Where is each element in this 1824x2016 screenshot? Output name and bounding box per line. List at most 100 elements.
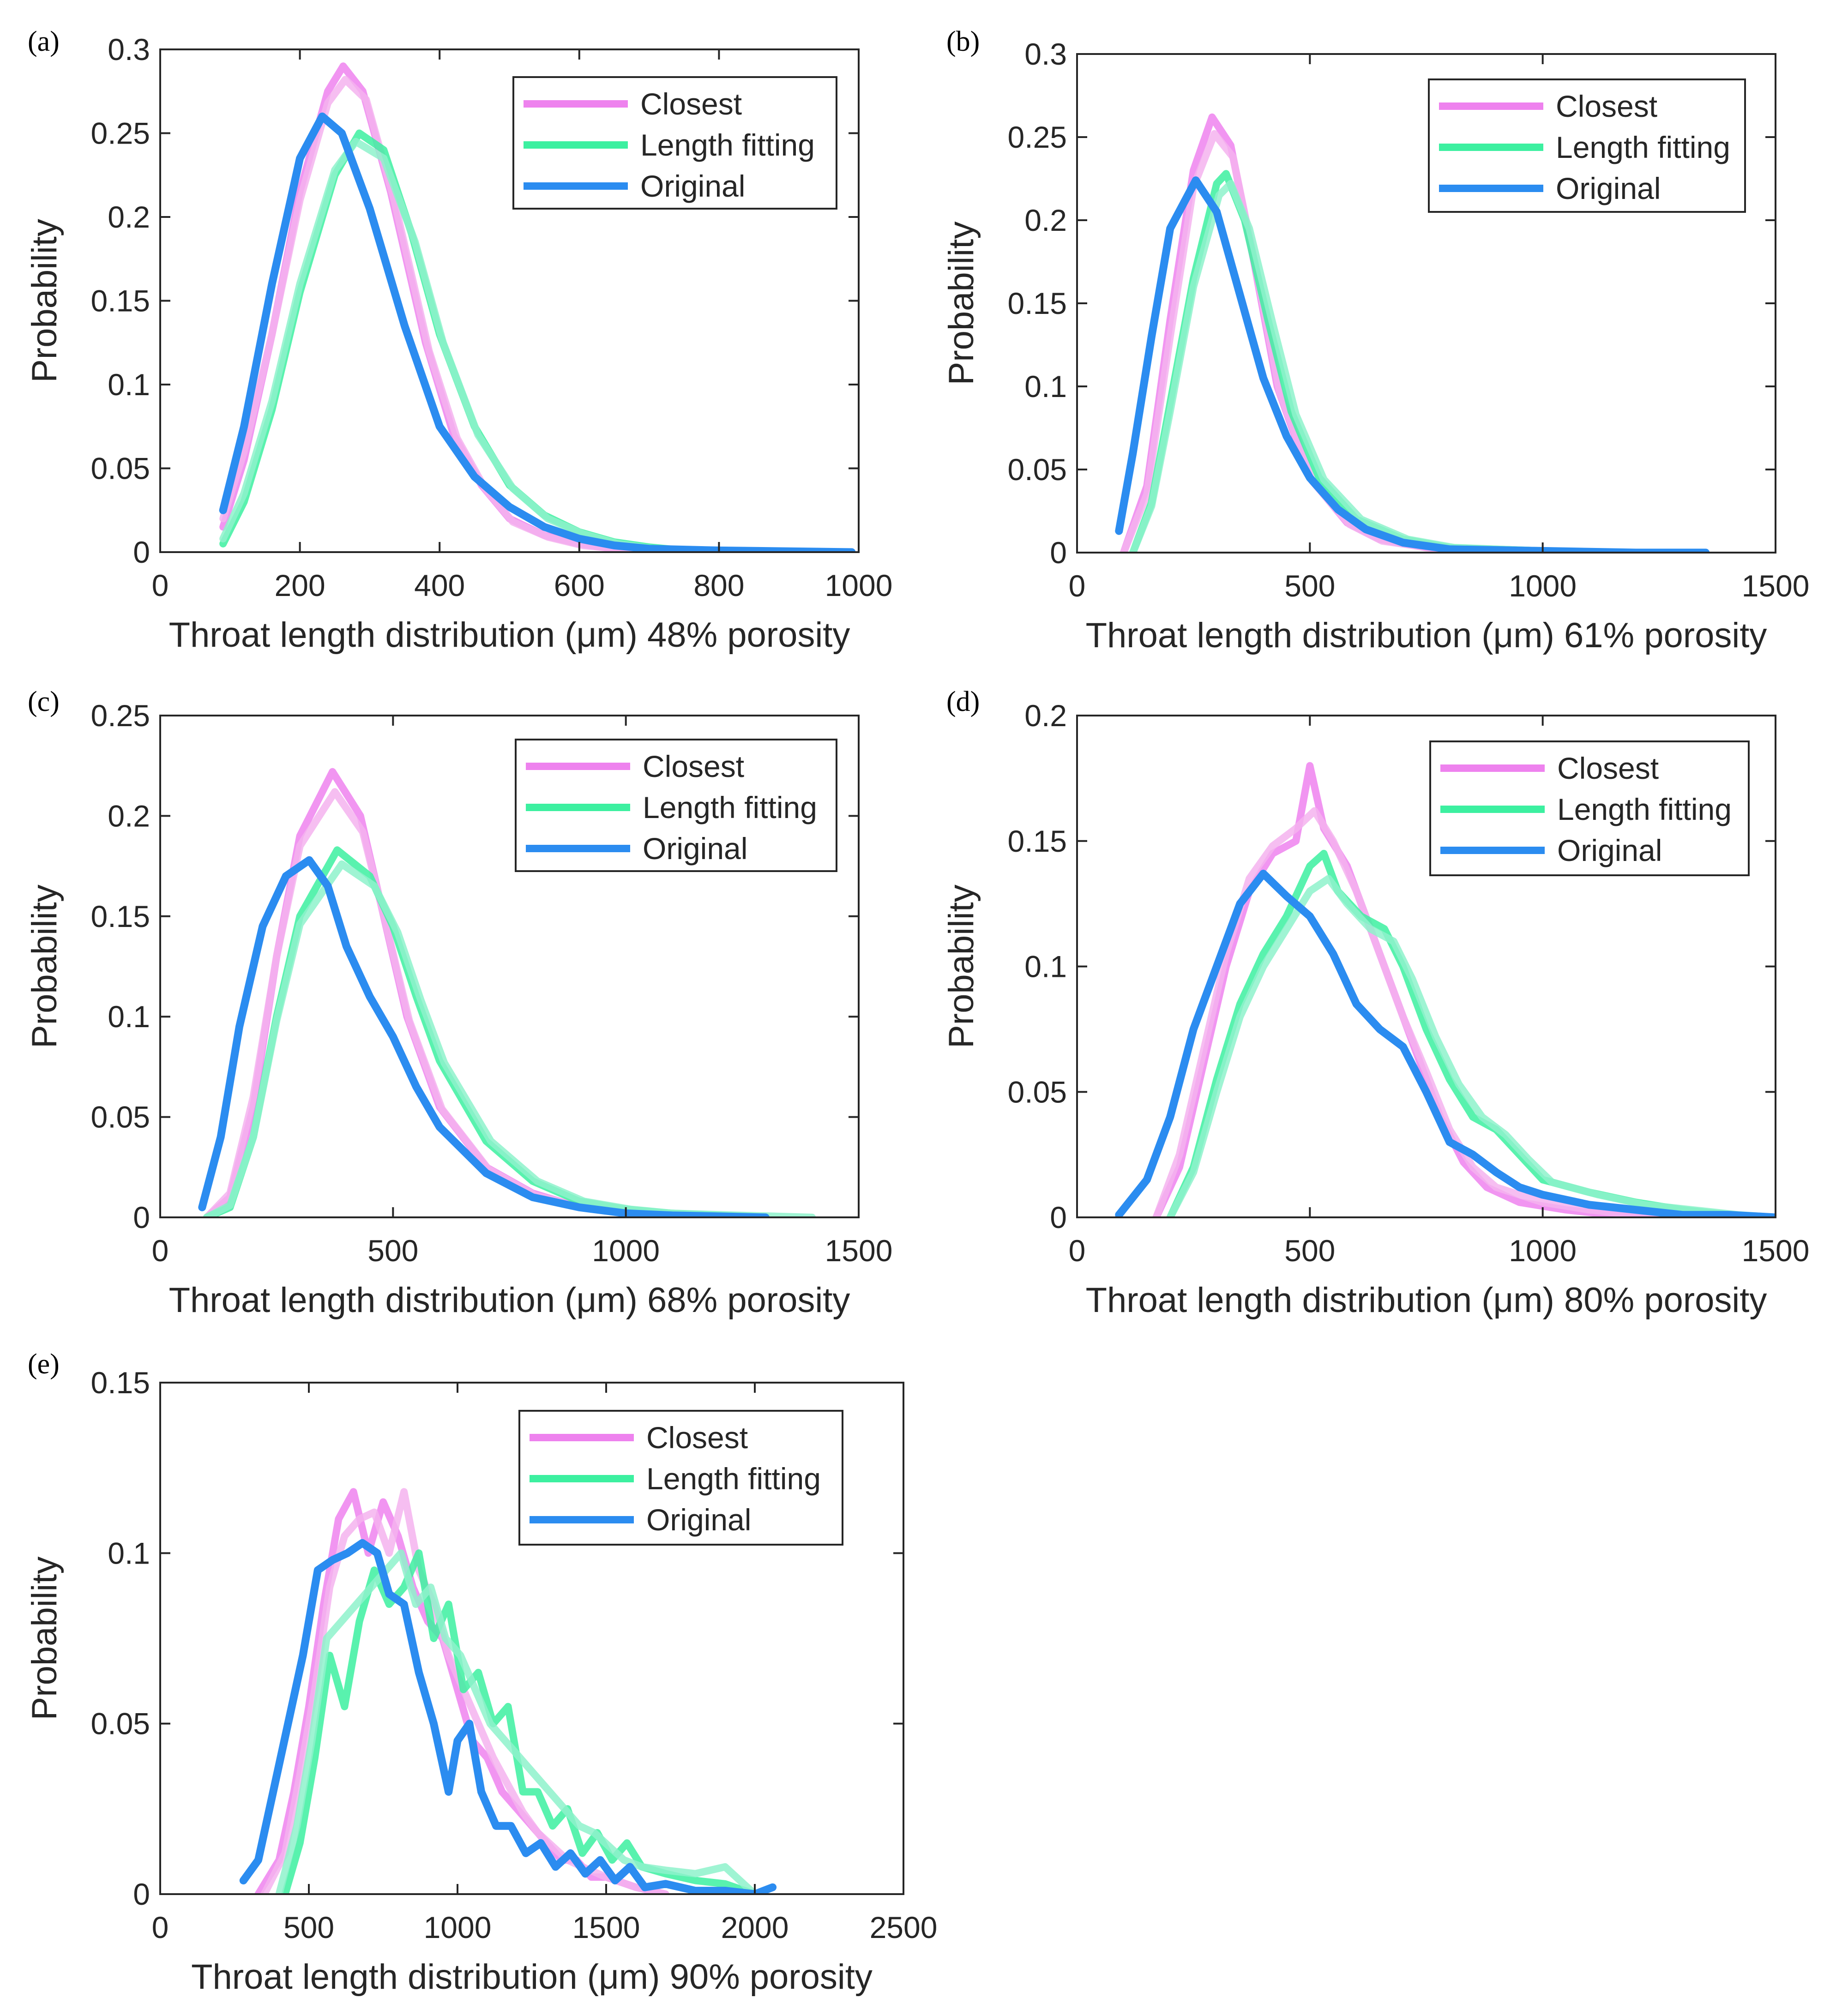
- x-tick-label: 500: [1284, 1234, 1335, 1268]
- x-tick-label: 500: [283, 1910, 334, 1944]
- chart-panel-c: (c) 0 500 1000 1500 0 0.05 0.1 0.15 0.2 0.25 Throat…: [25, 686, 892, 1320]
- chart-panel-b: (b) 0 500 1000 1500 0 0.05 0.1 0.15 0.2 0.25 0.3 Thr…: [942, 26, 1809, 655]
- legend: Closest Length fitting Original: [515, 739, 837, 872]
- y-axis-label: Probability: [942, 222, 981, 385]
- x-tick-label: 1000: [1509, 1234, 1577, 1268]
- x-tick-label: 1000: [424, 1910, 492, 1944]
- x-tick-label: 2500: [870, 1910, 938, 1944]
- x-axis-label: Throat length distribution (μm) 90% poro…: [191, 1957, 873, 1997]
- x-axis-label: Throat length distribution (μm) 80% poro…: [1086, 1281, 1767, 1320]
- legend-label: Length fitting: [643, 790, 817, 824]
- legend-label: Closest: [646, 1420, 748, 1455]
- x-tick-label: 1500: [825, 1234, 893, 1268]
- x-tick-label: 500: [1284, 569, 1335, 603]
- legend: Closest Length fitting Original: [518, 1410, 843, 1546]
- y-tick-label: 0: [133, 535, 150, 569]
- y-tick-label: 0: [1050, 1200, 1067, 1234]
- x-tick-label: 600: [554, 568, 605, 602]
- series-line-length-fitting-variant: [1166, 875, 1776, 1217]
- series-group: [1115, 762, 1776, 1217]
- panel-label: (a): [28, 26, 60, 57]
- y-tick-label: 0.15: [91, 1366, 150, 1400]
- x-axis-label: Throat length distribution (μm) 68% poro…: [169, 1281, 850, 1320]
- y-tick-label: 0: [133, 1200, 150, 1234]
- y-tick-label: 0.2: [108, 799, 150, 833]
- x-tick-label: 1500: [1742, 1234, 1810, 1268]
- y-tick-label: 0.1: [1024, 369, 1067, 403]
- legend: Closest Length fitting Original: [512, 76, 837, 210]
- series-line-original: [1115, 869, 1776, 1217]
- series-group: [198, 768, 816, 1217]
- x-axis-label: Throat length distribution (μm) 48% poro…: [169, 615, 850, 655]
- y-tick-label: 0.1: [108, 1536, 150, 1570]
- x-tick-label: 1000: [1509, 569, 1577, 603]
- chart-panel-d: (d) 0 500 1000 1500 0 0.05 0.1 0.15 0.2 Throat len…: [942, 686, 1809, 1320]
- y-axis-label: Probability: [942, 885, 981, 1048]
- axes-box: [159, 715, 860, 1218]
- x-axis-label: Throat length distribution (μm) 61% poro…: [1086, 616, 1767, 655]
- legend-label: Original: [643, 831, 747, 866]
- x-tick-label: 2000: [721, 1910, 789, 1944]
- y-tick-label: 0.25: [91, 116, 150, 150]
- y-tick-label: 0.05: [91, 1100, 150, 1134]
- x-tick-label: 200: [275, 568, 325, 602]
- panel-label: (c): [28, 686, 60, 717]
- legend-label: Original: [1556, 171, 1661, 205]
- legend-label: Closest: [643, 749, 744, 783]
- legend-label: Original: [640, 169, 745, 203]
- legend-label: Original: [646, 1503, 751, 1537]
- y-tick-label: 0.15: [91, 899, 150, 933]
- y-tick-label: 0.05: [91, 1707, 150, 1741]
- panel-label: (e): [28, 1348, 60, 1380]
- y-tick-label: 0.2: [1024, 698, 1067, 733]
- legend-label: Length fitting: [1556, 130, 1730, 164]
- x-tick-label: 400: [414, 568, 465, 602]
- series-group: [239, 1488, 777, 1894]
- series-line-original: [198, 856, 770, 1217]
- legend-label: Length fitting: [640, 128, 815, 162]
- y-tick-label: 0: [1050, 536, 1067, 570]
- legend-label: Closest: [1556, 89, 1657, 123]
- y-tick-label: 0.05: [91, 451, 150, 486]
- y-tick-label: 0.1: [108, 999, 150, 1034]
- x-tick-label: 0: [1069, 569, 1086, 603]
- y-tick-label: 0.2: [1024, 203, 1067, 237]
- y-axis-label: Probability: [25, 1557, 64, 1721]
- y-tick-label: 0.05: [1008, 1075, 1067, 1109]
- y-tick-label: 0.3: [1024, 37, 1067, 71]
- y-tick-label: 0.25: [91, 698, 150, 733]
- y-tick-label: 0.05: [1008, 452, 1067, 487]
- x-tick-label: 0: [152, 568, 169, 602]
- series-group: [219, 62, 856, 552]
- panel-label: (d): [946, 686, 980, 717]
- legend-label: Length fitting: [1557, 792, 1732, 826]
- series-line-original: [239, 1539, 777, 1894]
- y-tick-label: 0.1: [1024, 950, 1067, 984]
- y-tick-label: 0.25: [1008, 120, 1067, 154]
- x-tick-label: 1000: [825, 568, 893, 602]
- y-axis-label: Probability: [25, 219, 64, 383]
- y-tick-label: 0.15: [1008, 286, 1067, 320]
- y-tick-label: 0: [133, 1877, 150, 1911]
- y-tick-label: 0.15: [91, 284, 150, 318]
- y-tick-label: 0.15: [1008, 824, 1067, 858]
- x-tick-label: 0: [152, 1234, 169, 1268]
- legend-label: Closest: [640, 87, 742, 121]
- legend-label: Closest: [1557, 751, 1659, 785]
- axes-box: [159, 1382, 904, 1895]
- y-tick-label: 0.1: [108, 367, 150, 402]
- series-line-length-fitting-variant: [1129, 180, 1640, 553]
- series-group: [1115, 113, 1710, 553]
- x-tick-label: 500: [367, 1234, 418, 1268]
- chart-panel-a: (a) 0 200 400 600 800 1000 0 0.05 0.1 0.15 0.2 0.25 0…: [25, 26, 892, 655]
- series-line-original: [219, 112, 856, 552]
- x-tick-label: 0: [152, 1910, 169, 1944]
- x-tick-label: 0: [1069, 1234, 1086, 1268]
- series-line-original: [1115, 176, 1710, 553]
- legend: Closest Length fitting Original: [1429, 740, 1750, 876]
- x-tick-label: 1500: [572, 1910, 640, 1944]
- x-tick-label: 800: [693, 568, 744, 602]
- series-line-closest-variant: [219, 76, 653, 552]
- series-line-length-fitting-variant: [275, 1549, 758, 1894]
